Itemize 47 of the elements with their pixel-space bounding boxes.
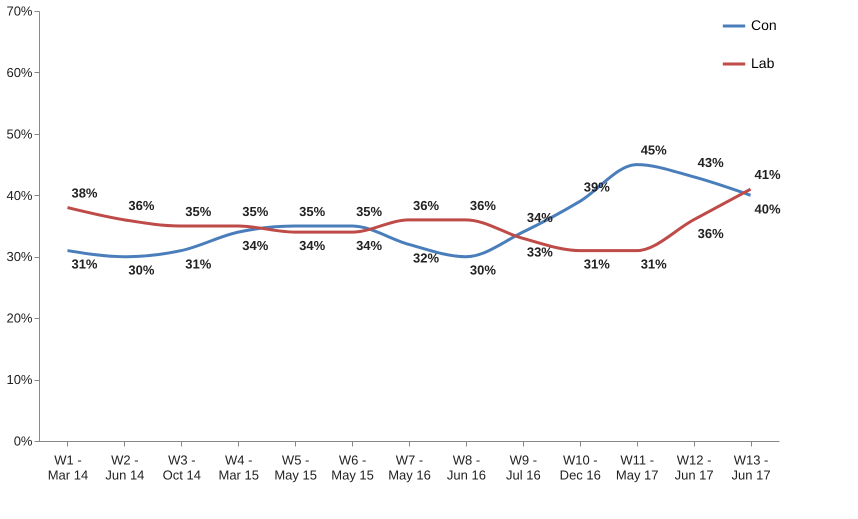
x-tick-label: W7 - May 16 <box>388 452 431 482</box>
x-tick-label: W11 - May 17 <box>616 452 659 482</box>
x-tick-label: W6 - May 15 <box>331 452 374 482</box>
x-tick-label: W13 - Jun 17 <box>732 452 771 482</box>
data-label: 36% <box>470 198 496 213</box>
data-label: 34% <box>299 238 326 254</box>
y-tick-label: 40% <box>6 188 33 203</box>
data-label: 33% <box>526 244 554 260</box>
legend-label: Lab <box>751 55 775 71</box>
data-label: 35% <box>185 204 212 219</box>
data-label: 31% <box>185 256 212 272</box>
data-label: 35% <box>242 204 269 219</box>
x-tick-label: W12 - Jun 17 <box>674 452 714 482</box>
data-label: 30% <box>128 262 155 278</box>
data-label: 32% <box>413 250 440 266</box>
data-label: 36% <box>698 226 724 241</box>
y-tick-label: 30% <box>6 249 33 264</box>
data-label: 34% <box>356 238 383 254</box>
x-tick-label: W8 - Jun 16 <box>446 452 486 482</box>
data-label: 38% <box>71 186 98 201</box>
y-tick-label: 20% <box>6 310 33 326</box>
data-label: 35% <box>356 204 383 219</box>
x-tick-label: W5 - May 15 <box>274 452 317 482</box>
data-label: 45% <box>640 142 668 158</box>
data-label: 43% <box>698 154 724 170</box>
y-tick-label: 10% <box>6 372 33 388</box>
x-tick-label: W2 - Jun 14 <box>105 452 144 482</box>
y-tick-label: 50% <box>6 126 33 142</box>
x-tick-label: W3 - Oct 14 <box>162 452 201 482</box>
legend-label: Con <box>751 17 777 33</box>
x-tick-label: W9 - Jul 16 <box>506 452 541 482</box>
data-label: 31% <box>584 256 610 272</box>
data-label: 31% <box>640 256 668 272</box>
data-label: 40% <box>754 201 781 216</box>
data-label: 34% <box>242 238 269 254</box>
data-label: 41% <box>754 167 781 182</box>
y-tick-label: 60% <box>6 64 33 80</box>
y-tick-label: 70% <box>6 4 33 18</box>
x-tick-label: W10 - Dec 16 <box>560 452 601 482</box>
data-label: 36% <box>413 198 440 213</box>
x-tick-label: W4 - Mar 15 <box>218 452 259 482</box>
y-tick-label: 0% <box>14 434 33 448</box>
x-tick-label: W1 - Mar 14 <box>48 452 88 482</box>
data-label: 31% <box>71 256 98 272</box>
data-label: 35% <box>299 204 326 219</box>
data-label: 36% <box>128 198 155 213</box>
data-label: 30% <box>470 262 496 278</box>
